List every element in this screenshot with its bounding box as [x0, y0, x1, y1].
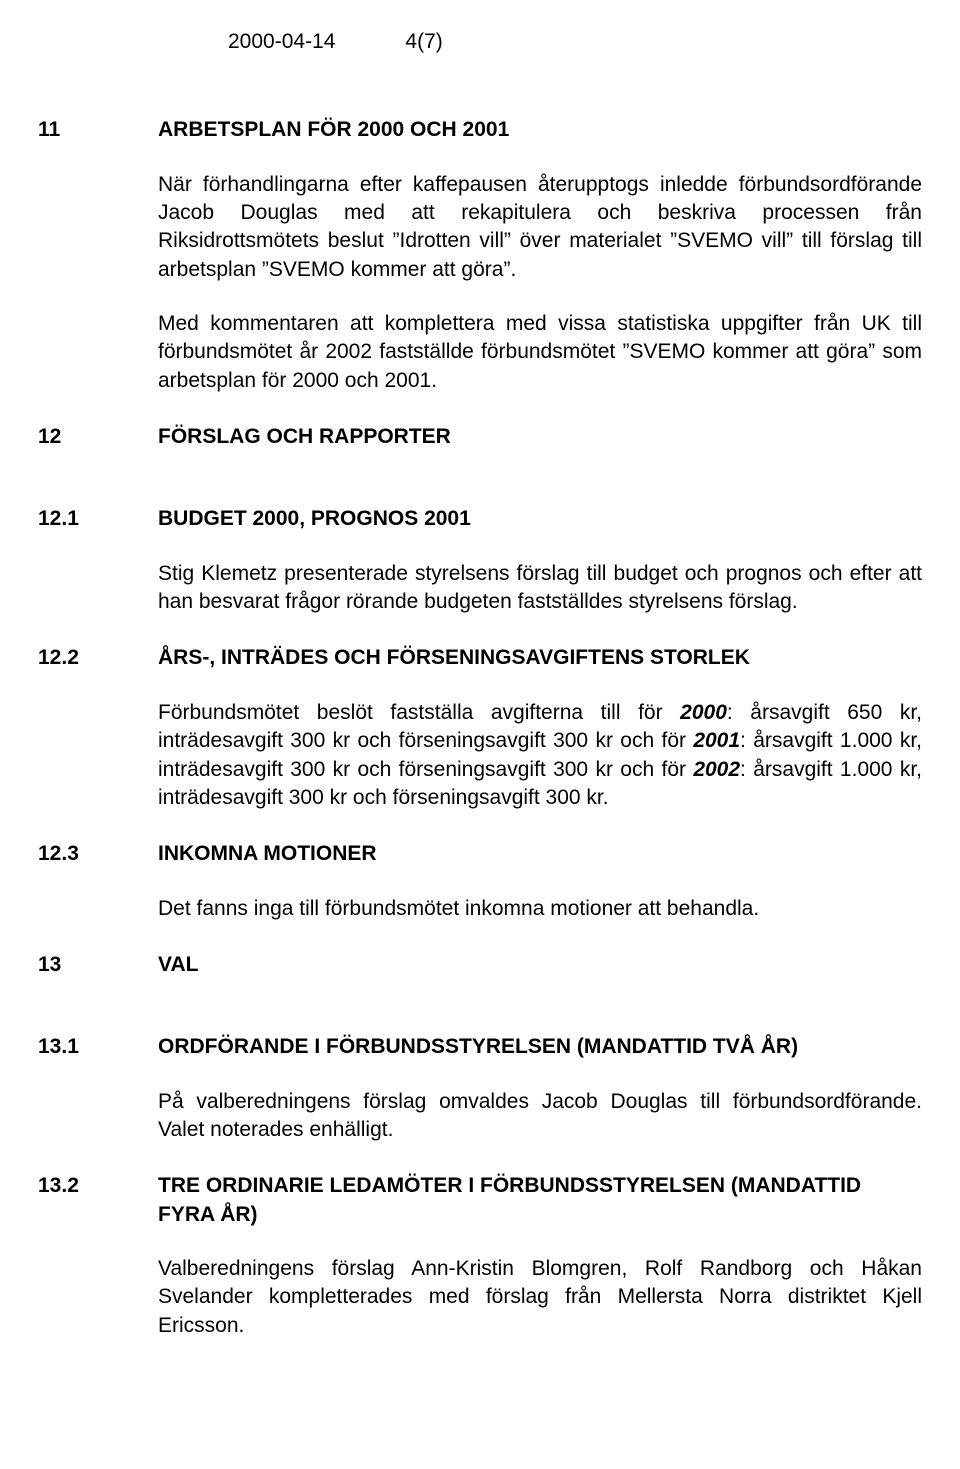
section-content: ARBETSPLAN FÖR 2000 OCH 2001 När förhandl…: [158, 116, 922, 395]
section-number: 12.1: [38, 505, 158, 533]
section-heading: ÅRS-, INTRÄDES OCH FÖRSENINGSAVGIFTENS S…: [158, 644, 922, 672]
section-paragraph: Förbundsmötet beslöt fastställa avgifter…: [158, 699, 922, 812]
section-13.1: 13.1ORDFÖRANDE I FÖRBUNDSSTYRELSEN (MAND…: [38, 1033, 922, 1144]
section-heading: FÖRSLAG OCH RAPPORTER: [158, 423, 922, 451]
section-heading: VAL: [158, 951, 922, 979]
emphasis-text: 2002: [693, 758, 740, 781]
section-13.2: 13.2TRE ORDINARIE LEDAMÖTER I FÖRBUNDSST…: [38, 1172, 922, 1340]
section-content: ORDFÖRANDE I FÖRBUNDSSTYRELSEN (MANDATTI…: [158, 1033, 922, 1144]
section-number: 12.3: [38, 840, 158, 868]
section-heading: TRE ORDINARIE LEDAMÖTER I FÖRBUNDSSTYREL…: [158, 1172, 922, 1229]
emphasis-text: 2001: [693, 729, 740, 752]
section-12.2: 12.2ÅRS-, INTRÄDES OCH FÖRSENINGSAVGIFTE…: [38, 644, 922, 812]
section-content: TRE ORDINARIE LEDAMÖTER I FÖRBUNDSSTYREL…: [158, 1172, 922, 1340]
section-number: 12: [38, 423, 158, 451]
section-paragraph: På valberedningens förslag omvaldes Jaco…: [158, 1088, 922, 1145]
section-content: ÅRS-, INTRÄDES OCH FÖRSENINGSAVGIFTENS S…: [158, 644, 922, 812]
section-13: 13VAL: [38, 951, 922, 1005]
header-page: 4(7): [405, 28, 442, 56]
section-number: 13: [38, 951, 158, 979]
section-paragraph: Valberedningens förslag Ann-Kristin Blom…: [158, 1255, 922, 1340]
section-12.3: 12.3INKOMNA MOTIONER Det fanns inga till …: [38, 840, 922, 923]
emphasis-text: 2000: [680, 701, 727, 724]
section-content: BUDGET 2000, PROGNOS 2001 Stig Klemetz pr…: [158, 505, 922, 616]
section-paragraph: Stig Klemetz presenterade styrelsens för…: [158, 560, 922, 617]
section-heading: INKOMNA MOTIONER: [158, 840, 922, 868]
page-header: 2000-04-14 4(7): [228, 28, 922, 56]
section-paragraph: Det fanns inga till förbundsmötet inkomn…: [158, 895, 922, 923]
section-heading: ORDFÖRANDE I FÖRBUNDSSTYRELSEN (MANDATTI…: [158, 1033, 922, 1061]
document-body: 11ARBETSPLAN FÖR 2000 OCH 2001 När förhan…: [38, 116, 922, 1340]
section-content: FÖRSLAG OCH RAPPORTER: [158, 423, 922, 477]
text-run: Förbundsmötet beslöt fastställa avgifter…: [158, 701, 680, 724]
section-12.1: 12.1BUDGET 2000, PROGNOS 2001 Stig Klemet…: [38, 505, 922, 616]
header-date: 2000-04-14: [228, 28, 335, 56]
section-number: 13.2: [38, 1172, 158, 1200]
section-11: 11ARBETSPLAN FÖR 2000 OCH 2001 När förhan…: [38, 116, 922, 395]
section-12: 12FÖRSLAG OCH RAPPORTER: [38, 423, 922, 477]
section-number: 11: [38, 116, 158, 144]
section-content: INKOMNA MOTIONER Det fanns inga till förb…: [158, 840, 922, 923]
section-paragraph: När förhandlingarna efter kaffepausen åt…: [158, 171, 922, 284]
section-heading: ARBETSPLAN FÖR 2000 OCH 2001: [158, 116, 922, 144]
section-number: 12.2: [38, 644, 158, 672]
section-number: 13.1: [38, 1033, 158, 1061]
section-content: VAL: [158, 951, 922, 1005]
section-paragraph: Med kommentaren att komplettera med viss…: [158, 310, 922, 395]
section-heading: BUDGET 2000, PROGNOS 2001: [158, 505, 922, 533]
